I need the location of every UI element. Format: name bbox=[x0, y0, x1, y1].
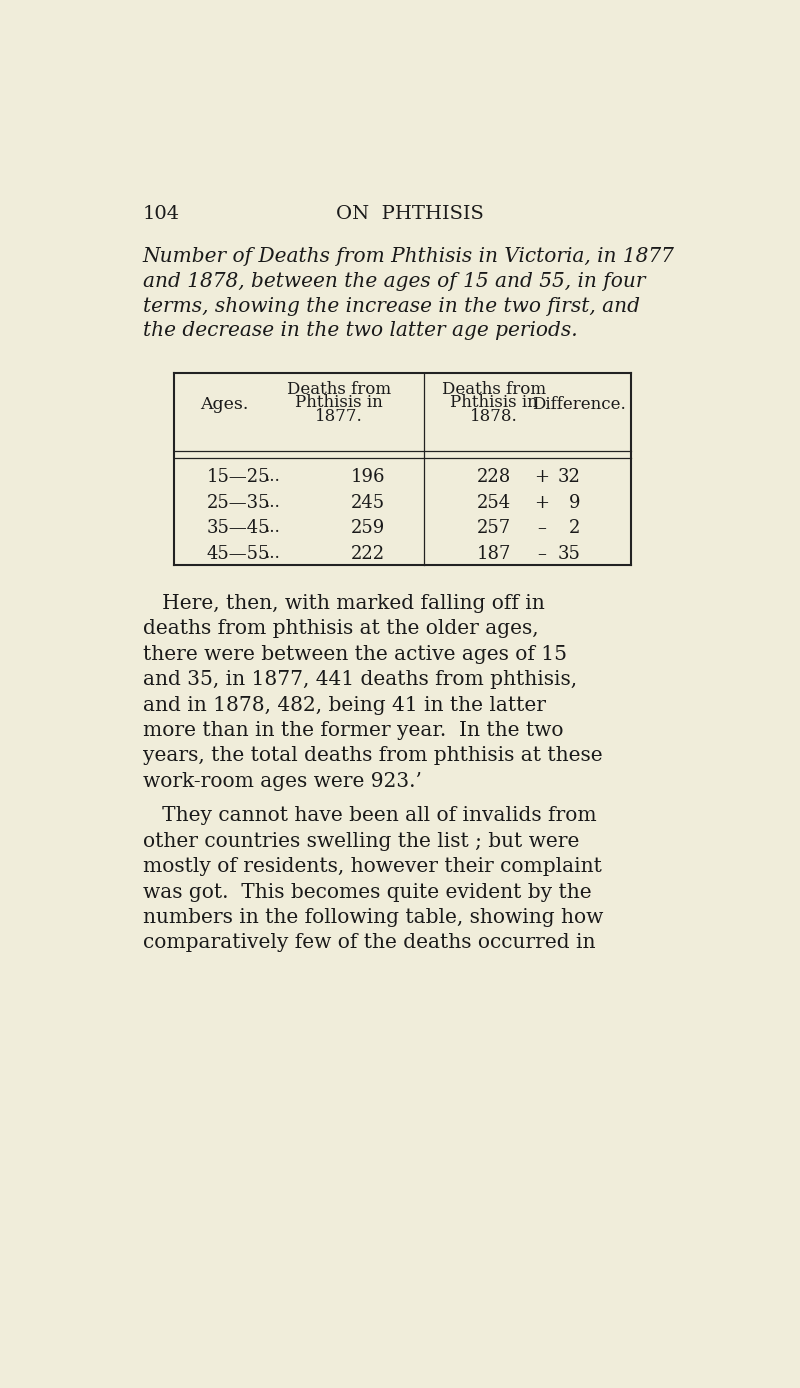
Text: 254: 254 bbox=[477, 494, 510, 512]
Text: more than in the former year.  In the two: more than in the former year. In the two bbox=[142, 720, 563, 740]
Text: –: – bbox=[538, 519, 546, 537]
Text: Number of Deaths from Phthisis in Victoria, in 1877: Number of Deaths from Phthisis in Victor… bbox=[142, 247, 674, 266]
Text: Difference.: Difference. bbox=[532, 396, 626, 414]
Text: ...: ... bbox=[264, 468, 280, 486]
Text: 45—55: 45—55 bbox=[207, 544, 270, 562]
Text: years, the total deaths from phthisis at these: years, the total deaths from phthisis at… bbox=[142, 747, 602, 765]
Text: 25—35: 25—35 bbox=[207, 494, 270, 512]
Text: 228: 228 bbox=[477, 468, 510, 486]
Text: 35: 35 bbox=[558, 544, 581, 562]
Text: 257: 257 bbox=[477, 519, 510, 537]
Text: ...: ... bbox=[264, 519, 280, 536]
Text: –: – bbox=[538, 544, 546, 562]
Text: Phthisis in: Phthisis in bbox=[295, 394, 382, 411]
Text: 245: 245 bbox=[351, 494, 386, 512]
Text: other countries swelling the list ; but were: other countries swelling the list ; but … bbox=[142, 831, 579, 851]
Text: They cannot have been all of invalids from: They cannot have been all of invalids fr… bbox=[142, 806, 596, 826]
Text: work-room ages were 923.’: work-room ages were 923.’ bbox=[142, 772, 422, 791]
Text: 15—25: 15—25 bbox=[207, 468, 270, 486]
Text: terms, showing the increase in the two first, and: terms, showing the increase in the two f… bbox=[142, 297, 640, 315]
Text: numbers in the following table, showing how: numbers in the following table, showing … bbox=[142, 908, 603, 927]
Text: Deaths from: Deaths from bbox=[442, 380, 546, 397]
Text: 1878.: 1878. bbox=[470, 408, 518, 425]
Text: ON  PHTHISIS: ON PHTHISIS bbox=[336, 205, 484, 223]
Text: +: + bbox=[534, 494, 550, 512]
Text: ...: ... bbox=[264, 494, 280, 511]
Text: mostly of residents, however their complaint: mostly of residents, however their compl… bbox=[142, 858, 602, 876]
Text: Deaths from: Deaths from bbox=[286, 380, 390, 397]
Text: 35—45: 35—45 bbox=[207, 519, 270, 537]
Text: was got.  This becomes quite evident by the: was got. This becomes quite evident by t… bbox=[142, 883, 591, 902]
Text: 222: 222 bbox=[351, 544, 386, 562]
Text: 2: 2 bbox=[569, 519, 581, 537]
Text: the decrease in the two latter age periods.: the decrease in the two latter age perio… bbox=[142, 322, 578, 340]
Text: Ages.: Ages. bbox=[200, 396, 248, 414]
Text: deaths from phthisis at the older ages,: deaths from phthisis at the older ages, bbox=[142, 619, 538, 638]
Text: 32: 32 bbox=[558, 468, 581, 486]
Text: and in 1878, 482, being 41 in the latter: and in 1878, 482, being 41 in the latter bbox=[142, 695, 546, 715]
Text: 104: 104 bbox=[142, 205, 180, 223]
Text: and 1878, between the ages of 15 and 55, in four: and 1878, between the ages of 15 and 55,… bbox=[142, 272, 645, 291]
Text: 9: 9 bbox=[569, 494, 581, 512]
Text: +: + bbox=[534, 468, 550, 486]
Text: 1877.: 1877. bbox=[315, 408, 362, 425]
Text: there were between the active ages of 15: there were between the active ages of 15 bbox=[142, 645, 566, 663]
Text: Here, then, with marked falling off in: Here, then, with marked falling off in bbox=[142, 594, 544, 613]
Text: 196: 196 bbox=[350, 468, 386, 486]
Text: comparatively few of the deaths occurred in: comparatively few of the deaths occurred… bbox=[142, 934, 595, 952]
Text: 187: 187 bbox=[476, 544, 510, 562]
Text: 259: 259 bbox=[351, 519, 386, 537]
Text: ...: ... bbox=[264, 544, 280, 562]
Text: Phthisis in: Phthisis in bbox=[450, 394, 538, 411]
Text: and 35, in 1877, 441 deaths from phthisis,: and 35, in 1877, 441 deaths from phthisi… bbox=[142, 670, 577, 688]
